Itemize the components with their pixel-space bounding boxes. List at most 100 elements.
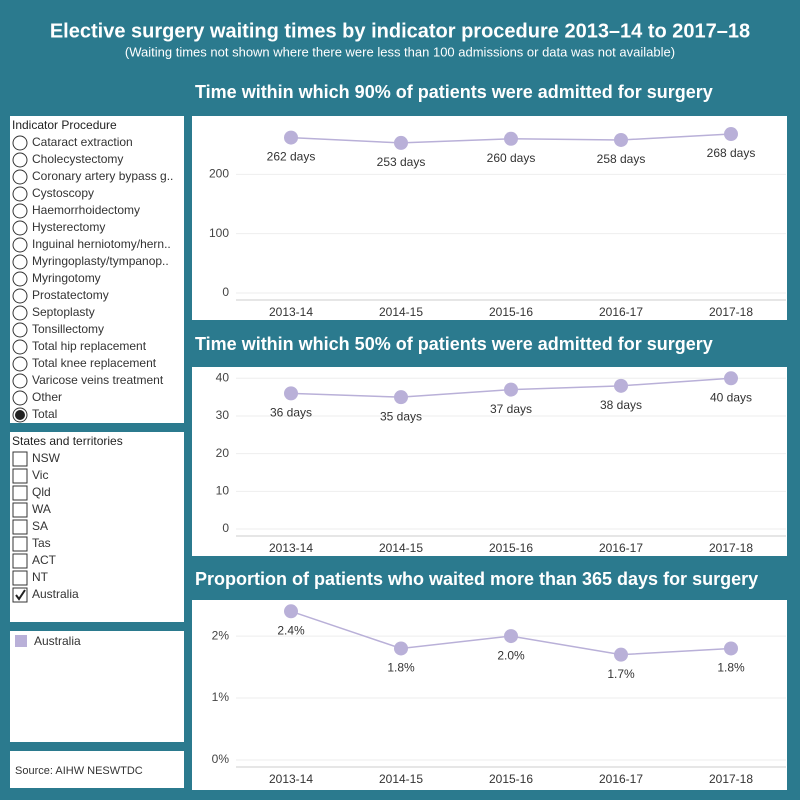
- radio-button[interactable]: [12, 305, 28, 321]
- data-label: 2.4%: [277, 623, 305, 637]
- source: Source: AIHW NESWTDC: [15, 765, 143, 777]
- chart-title: Time within which 90% of patients were a…: [195, 82, 713, 102]
- data-point: [614, 132, 628, 147]
- chart-panel: [192, 600, 787, 790]
- data-point: [284, 386, 298, 401]
- x-tick-label: 2016-17: [599, 305, 643, 319]
- data-label: 40 days: [710, 390, 752, 404]
- radio-button[interactable]: [12, 135, 28, 151]
- checkbox[interactable]: [12, 519, 28, 535]
- radio-button[interactable]: [12, 203, 28, 219]
- x-tick-label: 2016-17: [599, 541, 643, 555]
- checkbox[interactable]: [12, 451, 28, 467]
- data-label: 38 days: [600, 398, 642, 412]
- filter-option[interactable]: Myringoplasty/tympanop..: [32, 254, 169, 268]
- data-point: [724, 371, 738, 386]
- filter-option[interactable]: NSW: [32, 451, 61, 465]
- filter-option[interactable]: Inguinal herniotomy/hern..: [32, 237, 171, 251]
- radio-button[interactable]: [12, 390, 28, 406]
- chart-title: Proportion of patients who waited more t…: [195, 569, 758, 589]
- checkbox[interactable]: [12, 468, 28, 484]
- radio-button[interactable]: [12, 237, 28, 253]
- x-tick-label: 2016-17: [599, 772, 643, 786]
- radio-button[interactable]: [12, 288, 28, 304]
- filter-option[interactable]: Coronary artery bypass g..: [32, 169, 173, 183]
- y-tick-label: 20: [216, 446, 230, 460]
- data-label: 1.8%: [387, 661, 415, 675]
- data-point: [394, 390, 408, 405]
- filter-option[interactable]: WA: [32, 502, 51, 516]
- filter-option[interactable]: Myringotomy: [32, 271, 101, 285]
- data-label: 260 days: [487, 151, 536, 165]
- radio-button[interactable]: [12, 322, 28, 338]
- filter-option[interactable]: SA: [32, 519, 48, 533]
- data-point: [284, 604, 298, 619]
- filter-option[interactable]: NT: [32, 570, 49, 584]
- data-point: [504, 382, 518, 397]
- radio-button[interactable]: [12, 373, 28, 389]
- radio-button[interactable]: [12, 152, 28, 168]
- x-tick-label: 2017-18: [709, 772, 753, 786]
- filter-option[interactable]: Haemorrhoidectomy: [32, 203, 140, 217]
- filter-option[interactable]: Cystoscopy: [32, 186, 94, 200]
- radio-button[interactable]: [12, 339, 28, 355]
- checkbox[interactable]: [12, 502, 28, 518]
- data-label: 36 days: [270, 406, 312, 420]
- filter-title: States and territories: [12, 434, 123, 448]
- filter-option[interactable]: Total knee replacement: [32, 356, 157, 370]
- x-tick-label: 2015-16: [489, 541, 533, 555]
- radio-button[interactable]: [12, 169, 28, 185]
- y-tick-label: 0: [222, 521, 229, 535]
- y-tick-label: 0: [222, 285, 229, 299]
- y-tick-label: 100: [209, 226, 229, 240]
- data-label: 253 days: [377, 155, 426, 169]
- filter-option[interactable]: Cholecystectomy: [32, 152, 123, 166]
- filter-option[interactable]: Varicose veins treatment: [32, 373, 164, 387]
- radio-dot: [15, 410, 25, 420]
- data-label: 37 days: [490, 402, 532, 416]
- legend-panel: [10, 631, 184, 742]
- legend-swatch: [15, 635, 27, 647]
- chart-panel: [192, 116, 787, 320]
- filter-option[interactable]: Total hip replacement: [32, 339, 147, 353]
- x-tick-label: 2014-15: [379, 772, 423, 786]
- radio-button[interactable]: [12, 271, 28, 287]
- radio-button[interactable]: [12, 254, 28, 270]
- dashboard-title: Elective surgery waiting times by indica…: [50, 20, 750, 42]
- checkbox[interactable]: [12, 536, 28, 552]
- y-tick-label: 0%: [212, 752, 230, 766]
- data-label: 268 days: [707, 146, 756, 160]
- data-label: 35 days: [380, 409, 422, 423]
- checkbox[interactable]: [12, 553, 28, 569]
- filter-option[interactable]: Hysterectomy: [32, 220, 105, 234]
- filter-option[interactable]: Total: [32, 407, 57, 421]
- checkbox[interactable]: [12, 570, 28, 586]
- data-point: [724, 641, 738, 656]
- filter-option[interactable]: Cataract extraction: [32, 135, 133, 149]
- radio-button[interactable]: [12, 220, 28, 236]
- chart-title: Time within which 50% of patients were a…: [195, 334, 713, 354]
- legend-label: Australia: [34, 634, 81, 648]
- data-label: 1.7%: [607, 667, 635, 681]
- radio-button[interactable]: [12, 356, 28, 372]
- y-tick-label: 10: [216, 483, 230, 497]
- data-label: 1.8%: [717, 661, 745, 675]
- filter-option[interactable]: ACT: [32, 553, 57, 567]
- filter-option[interactable]: Other: [32, 390, 62, 404]
- procedure-panel: [10, 116, 184, 423]
- source-panel: [10, 751, 184, 788]
- filter-option[interactable]: Tas: [32, 536, 51, 550]
- checkbox[interactable]: [12, 485, 28, 501]
- filter-option[interactable]: Septoplasty: [32, 305, 95, 319]
- radio-button[interactable]: [12, 186, 28, 202]
- filter-option[interactable]: Qld: [32, 485, 51, 499]
- x-tick-label: 2013-14: [269, 772, 313, 786]
- filter-option[interactable]: Australia: [32, 587, 79, 601]
- y-tick-label: 1%: [212, 690, 230, 704]
- filter-option[interactable]: Tonsillectomy: [32, 322, 104, 336]
- y-tick-label: 40: [216, 370, 230, 384]
- y-tick-label: 2%: [212, 628, 230, 642]
- filter-option[interactable]: Prostatectomy: [32, 288, 109, 302]
- filter-option[interactable]: Vic: [32, 468, 48, 482]
- x-tick-label: 2017-18: [709, 305, 753, 319]
